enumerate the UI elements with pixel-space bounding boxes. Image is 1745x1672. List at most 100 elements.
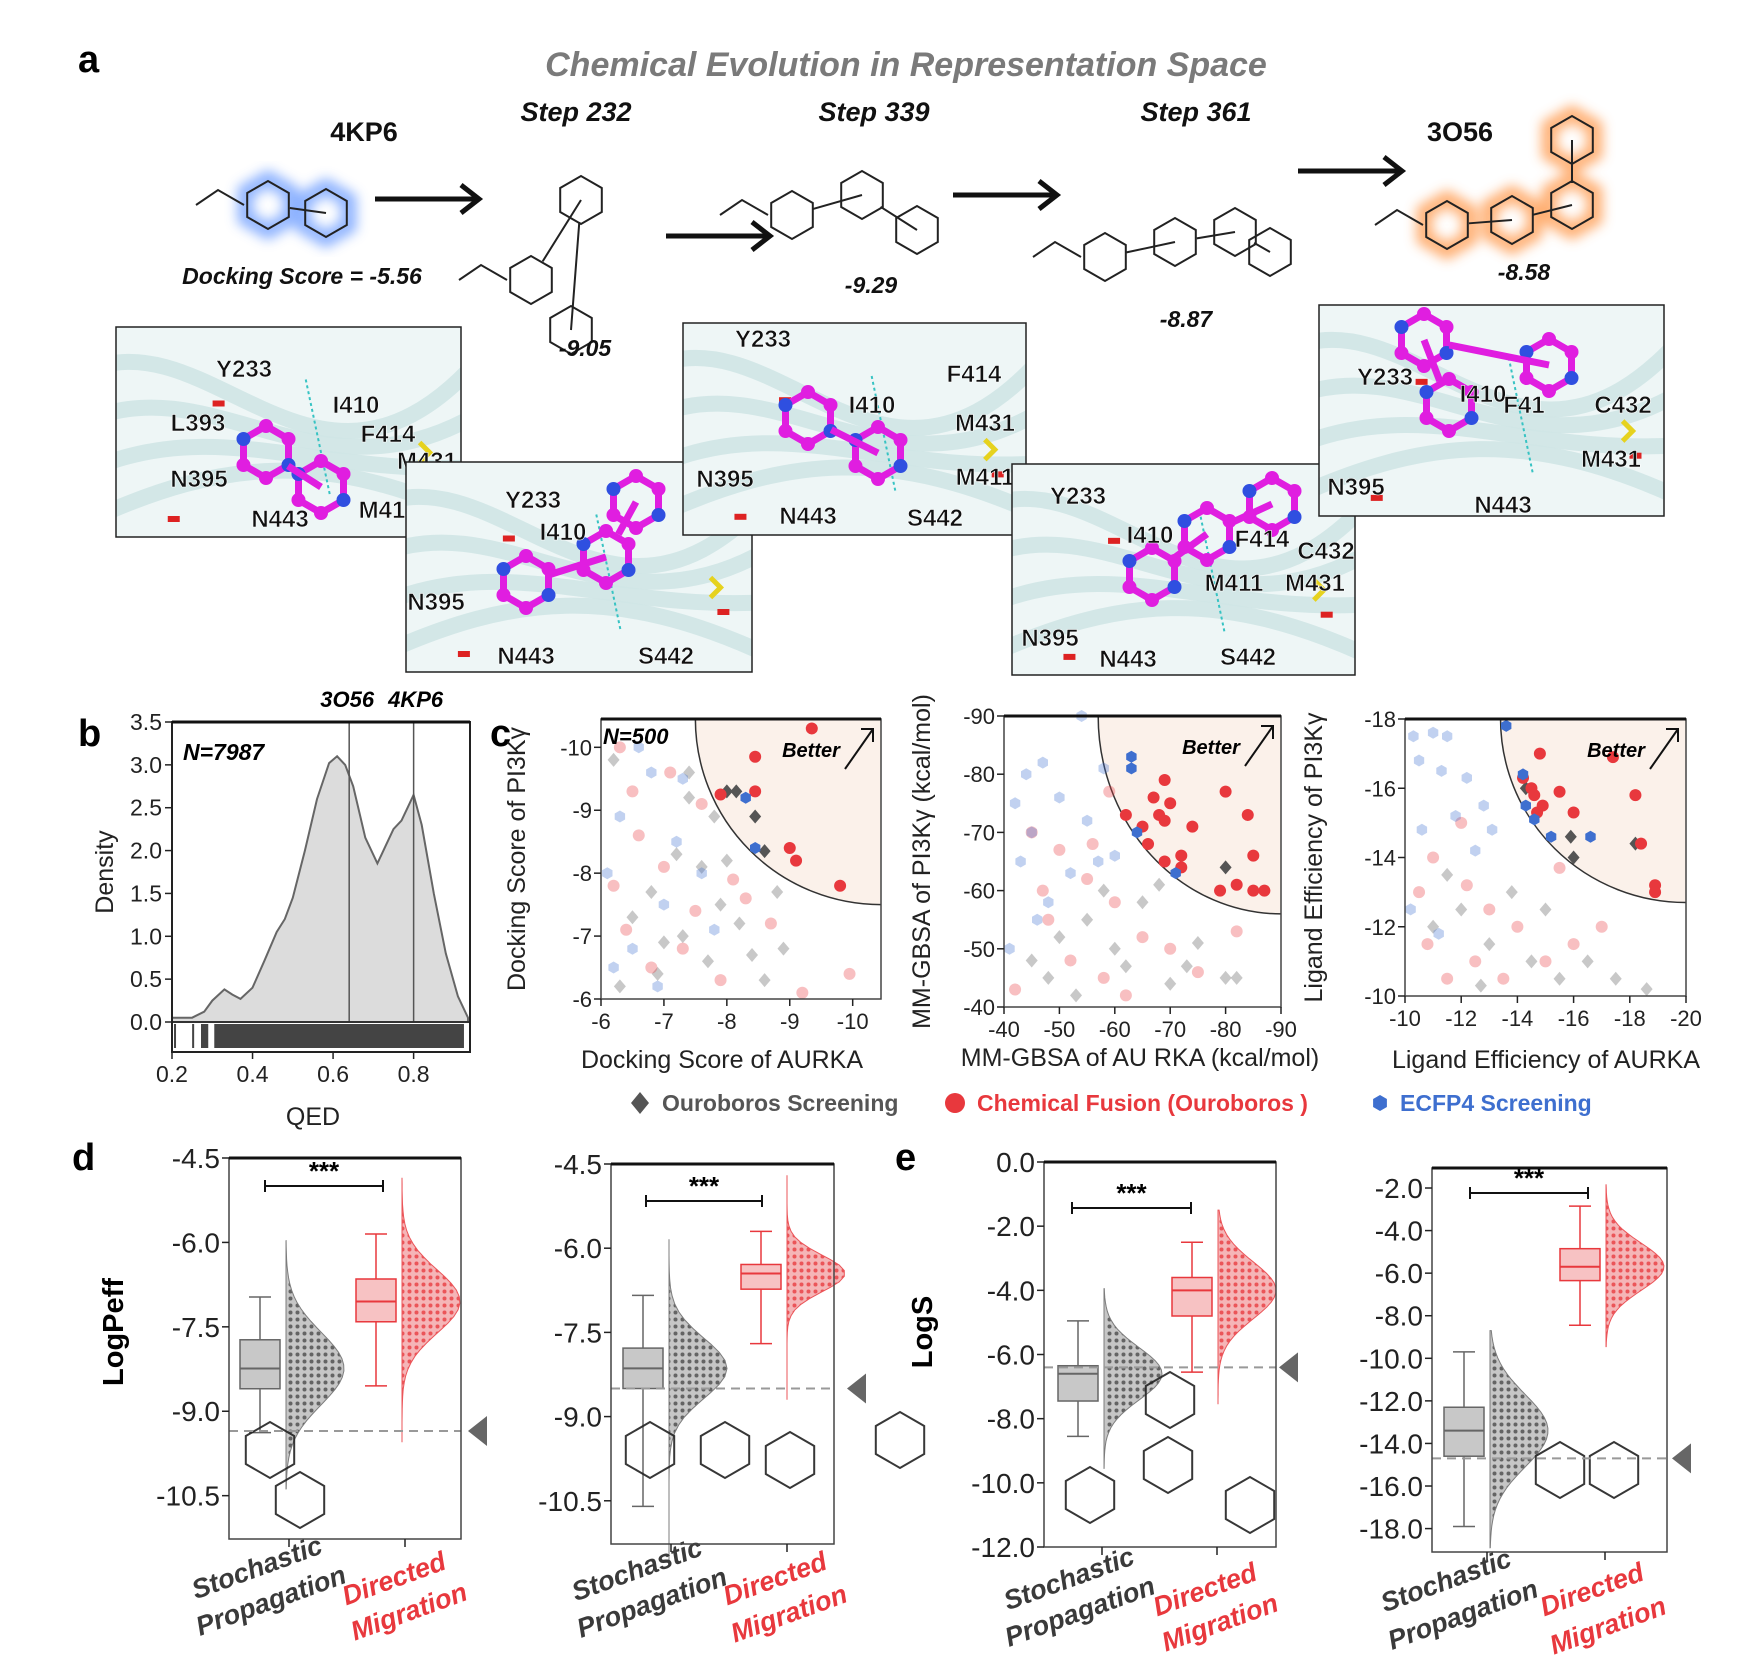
point-chemical xyxy=(1158,814,1171,827)
ligand-atom xyxy=(823,398,838,412)
ligand-atom xyxy=(871,472,885,486)
point-chemical xyxy=(834,879,847,892)
residue-label: M431 xyxy=(1285,570,1345,597)
reference-structure xyxy=(244,1420,326,1530)
point-ecfp4 xyxy=(709,923,720,936)
point-ecfp4 xyxy=(602,867,613,880)
point-chemical xyxy=(843,967,856,980)
ligand-atom xyxy=(801,437,815,451)
reference-arrow-icon xyxy=(1672,1443,1691,1474)
legend-label: ECFP4 Screening xyxy=(1400,1090,1592,1116)
circle-marker-icon xyxy=(945,1093,965,1113)
ligand-atom xyxy=(606,482,621,496)
point-chemical xyxy=(1553,785,1566,798)
point-ouroboros xyxy=(1219,970,1232,985)
point-ecfp4 xyxy=(696,867,707,880)
half-violin xyxy=(1489,1330,1549,1549)
point-ecfp4 xyxy=(1416,823,1428,836)
residue-label: Y233 xyxy=(1357,364,1413,391)
point-chemical xyxy=(1175,849,1188,862)
point-chemical xyxy=(632,829,645,842)
ligand-atom xyxy=(801,385,815,399)
point-chemical xyxy=(1230,878,1243,891)
point-ouroboros xyxy=(683,765,696,780)
y-tick-label: -4.0 xyxy=(987,1275,1035,1306)
protein-ribbon xyxy=(1319,377,1664,434)
y-tick-label: -9.0 xyxy=(554,1402,602,1433)
point-chemical xyxy=(1214,884,1227,897)
docking-pose-4: Y233 I410 F414 C432 M411 M431 N395 N443 S442 xyxy=(1011,463,1356,676)
point-chemical xyxy=(1119,989,1132,1002)
oxygen-atom xyxy=(734,513,747,520)
y-tick-label: -18 xyxy=(1364,707,1396,732)
marker-label: 3O56 xyxy=(320,687,375,712)
point-ouroboros xyxy=(1474,978,1487,993)
x-axis-label: MM-GBSA of AU RKA (kcal/mol) xyxy=(961,1044,1319,1072)
ligand-atom xyxy=(893,459,908,473)
y-tick-label: -12 xyxy=(1364,915,1396,940)
residue-label: N443 xyxy=(251,506,308,533)
molecule-label: 3O56 xyxy=(1427,117,1493,147)
point-ecfp4 xyxy=(1427,726,1439,739)
oxygen-atom xyxy=(167,516,180,522)
point-chemical xyxy=(657,860,670,873)
better-label: Better xyxy=(1587,740,1646,762)
ligand-atom xyxy=(236,432,251,446)
point-chemical xyxy=(790,854,803,867)
residue-label: F414 xyxy=(947,361,1002,388)
point-ouroboros xyxy=(777,941,790,956)
x-tick-label: -70 xyxy=(1154,1017,1186,1042)
x-tick-label: -16 xyxy=(1558,1006,1590,1031)
point-ecfp4 xyxy=(1433,927,1444,940)
box xyxy=(1171,1276,1213,1317)
ligand-atom xyxy=(1394,320,1409,334)
y-axis-label: LogPeff xyxy=(98,1278,130,1386)
density-area xyxy=(171,754,470,1023)
point-ecfp4 xyxy=(658,898,670,911)
point-ouroboros xyxy=(1042,970,1055,985)
sulfur-stick xyxy=(1620,419,1637,443)
marker-label: 4KP6 xyxy=(387,687,444,712)
point-chemical xyxy=(1086,838,1099,851)
y-tick-label: -50 xyxy=(963,937,995,962)
point-chemical xyxy=(796,986,809,999)
point-ouroboros xyxy=(730,784,743,799)
point-ecfp4 xyxy=(1486,823,1498,836)
ligand-atom xyxy=(1564,345,1579,359)
ligand-atom xyxy=(1122,554,1137,568)
ring xyxy=(1213,206,1257,258)
point-chemical xyxy=(714,974,727,987)
y-axis-label: LogS xyxy=(907,1296,939,1369)
protein-ribbon xyxy=(683,395,1026,452)
point-chemical xyxy=(1025,826,1038,839)
point-ouroboros xyxy=(1455,902,1468,917)
ligand-atom xyxy=(519,549,533,563)
point-chemical xyxy=(1533,747,1546,760)
ligand-atom xyxy=(1519,371,1534,385)
y-tick-label: -9.0 xyxy=(172,1396,220,1427)
point-ouroboros xyxy=(1441,867,1454,882)
point-ouroboros xyxy=(670,847,683,862)
ring xyxy=(770,189,814,241)
ligand-atom xyxy=(1519,345,1534,359)
sulfur-stick xyxy=(1312,578,1328,602)
legend-item: Chemical Fusion (Ouroboros ) xyxy=(945,1090,1308,1116)
point-ouroboros xyxy=(1567,850,1580,865)
point-chemical xyxy=(1219,785,1232,798)
x-tick-label: -7 xyxy=(654,1009,674,1034)
ligand-atom xyxy=(576,537,591,551)
point-chemical xyxy=(1649,886,1662,899)
arrow-up-right-icon xyxy=(844,728,874,770)
residue-label: S442 xyxy=(1220,644,1276,671)
significance-label: *** xyxy=(1116,1178,1147,1208)
point-chemical xyxy=(1036,884,1049,897)
point-ouroboros xyxy=(1070,988,1083,1003)
y-tick-label: -80 xyxy=(963,762,995,787)
point-ecfp4 xyxy=(1520,799,1531,812)
protein-ribbon xyxy=(1319,441,1664,500)
molecule-label: 4KP6 xyxy=(330,117,398,147)
point-ecfp4 xyxy=(1529,813,1540,826)
docking-pose-2: Y233 I410 N395 N443 S442 xyxy=(405,461,753,673)
better-label: Better xyxy=(782,740,841,762)
